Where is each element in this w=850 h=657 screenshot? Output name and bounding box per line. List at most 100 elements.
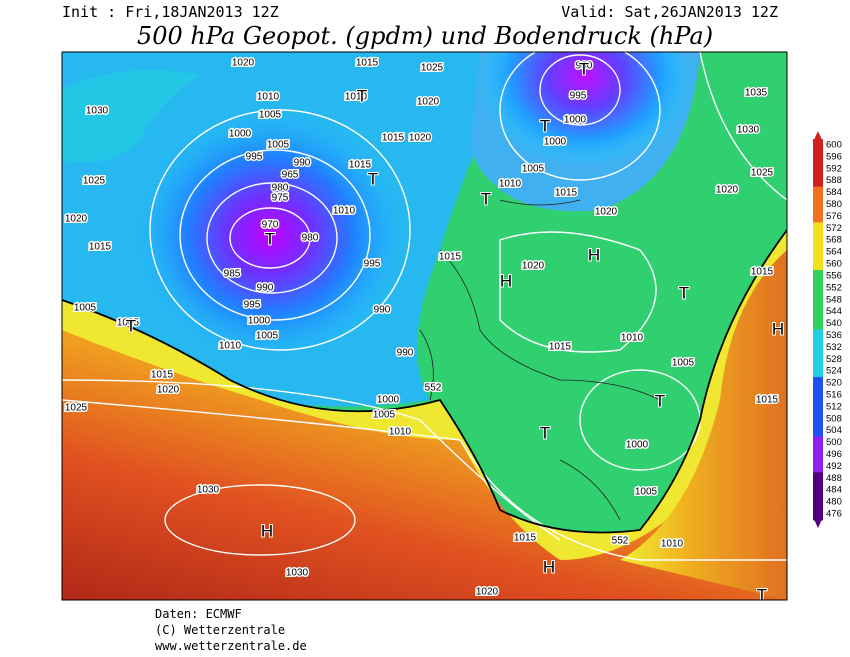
colorbar-cell (813, 389, 823, 402)
init-time: Init : Fri,18JAN2013 12Z (62, 3, 279, 21)
isobar-label: 1015 (555, 188, 578, 199)
pressure-center: T (655, 391, 665, 410)
colorbar-cell (813, 269, 823, 283)
isobar-label: 1025 (421, 63, 444, 74)
pressure-center: T (540, 116, 550, 135)
colorbar-cell (813, 246, 823, 259)
isobar-label: 980 (576, 61, 593, 72)
isobar-label: 1010 (257, 92, 280, 103)
colorbar-tick-label: 508 (826, 413, 842, 424)
colorbar-tick-label: 500 (826, 437, 842, 448)
pressure-center: H (500, 271, 512, 290)
colorbar: 6005965925885845805765725685645605565525… (813, 131, 842, 528)
colorbar-tick-label: 584 (826, 187, 842, 198)
isobar-label: 1005 (117, 318, 140, 329)
colorbar-cell (813, 400, 823, 414)
colorbar-tick-label: 540 (826, 318, 842, 329)
isobar-label: 1010 (333, 206, 356, 217)
colorbar-tick-label: 516 (826, 389, 842, 400)
contour-label: 552 (612, 536, 629, 547)
colorbar-tick-label: 600 (826, 140, 842, 151)
colorbar-cell (813, 460, 823, 473)
colorbar-cell (813, 496, 823, 509)
isobar-label: 1015 (439, 252, 462, 263)
isobar-label: 1000 (544, 137, 567, 148)
colorbar-tick-label: 524 (826, 366, 842, 377)
colorbar-tick-label: 552 (826, 282, 842, 293)
isobar-label: 1020 (716, 185, 739, 196)
isobar-label: 1005 (672, 358, 695, 369)
colorbar-cell (813, 365, 823, 378)
map-title: 500 hPa Geopot. (gpdm) und Bodendruck (h… (137, 22, 713, 50)
isobar-label: 1025 (65, 403, 88, 414)
colorbar-tick-label: 528 (826, 354, 842, 365)
isobar-label: 1005 (635, 487, 658, 498)
colorbar-cell (813, 377, 823, 390)
isobar-label: 975 (272, 193, 289, 204)
colorbar-cell (813, 412, 823, 426)
colorbar-cell (813, 341, 823, 354)
isobar-label: 1010 (499, 179, 522, 190)
isobar-label: 1010 (389, 427, 412, 438)
isobar-label: 1010 (219, 341, 242, 352)
pressure-center: H (543, 557, 555, 576)
colorbar-tick-label: 532 (826, 342, 842, 353)
colorbar-cell (813, 210, 823, 223)
pressure-center: T (679, 283, 689, 302)
colorbar-cell (813, 234, 823, 247)
isobar-label: 1020 (476, 587, 499, 598)
isobar-label: 1005 (373, 410, 396, 421)
footer-line: www.wetterzentrale.de (155, 639, 307, 653)
pressure-center: T (368, 169, 378, 188)
colorbar-cell (813, 448, 823, 461)
map-frame (61, 51, 788, 601)
isobar-label: 1015 (514, 533, 537, 544)
colorbar-tick-label: 476 (826, 509, 842, 520)
colorbar-tick-label: 544 (826, 306, 842, 317)
colorbar-tick-label: 568 (826, 235, 842, 246)
isobar-label: 980 (302, 233, 319, 244)
isobar-label: 1020 (65, 214, 88, 225)
colorbar-tick-label: 548 (826, 294, 842, 305)
isobar-label: 1020 (409, 133, 432, 144)
isobar-label: 1015 (756, 395, 779, 406)
pressure-center: H (588, 245, 600, 264)
colorbar-tick-label: 572 (826, 223, 842, 234)
isobar-label: 985 (224, 269, 241, 280)
isobar-label: 1005 (522, 164, 545, 175)
colorbar-cell (813, 424, 823, 438)
isobar-label: 1025 (751, 168, 774, 179)
colorbar-cell (813, 150, 823, 164)
isobar-label: 1015 (549, 342, 572, 353)
pressure-center: T (481, 189, 491, 208)
isobar-label: 1015 (356, 58, 379, 69)
colorbar-tick-label: 504 (826, 425, 842, 436)
colorbar-cell (813, 186, 823, 200)
isobar-label: 995 (570, 91, 587, 102)
isobar-label: 1030 (197, 485, 220, 496)
isobar-label: 1030 (86, 106, 109, 117)
pressure-center: H (261, 521, 273, 540)
isobars (62, 52, 787, 561)
colorbar-cell (813, 281, 823, 295)
isobar-label: 990 (257, 283, 274, 294)
isobar-label: 1000 (377, 395, 400, 406)
colorbar-tick-label: 588 (826, 175, 842, 186)
valid-time: Valid: Sat,26JAN2013 12Z (561, 3, 778, 21)
colorbar-tick-label: 580 (826, 199, 842, 210)
colorbar-tick-label: 596 (826, 151, 842, 162)
isobar-label: 1005 (256, 331, 279, 342)
isobar-label: 1000 (626, 440, 649, 451)
colorbar-tick-label: 484 (826, 485, 842, 496)
isobar-label: 1000 (229, 129, 252, 140)
colorbar-cell (813, 329, 823, 342)
colorbar-cell (813, 293, 823, 307)
isobar-label: 1005 (267, 140, 290, 151)
colorbar-tick-label: 480 (826, 497, 842, 508)
isobar-label: 1000 (564, 115, 587, 126)
footer-line: (C) Wetterzentrale (155, 623, 285, 637)
colorbar-tick-label: 492 (826, 461, 842, 472)
contour-label: 552 (425, 383, 442, 394)
pressure-center: T (265, 229, 275, 248)
